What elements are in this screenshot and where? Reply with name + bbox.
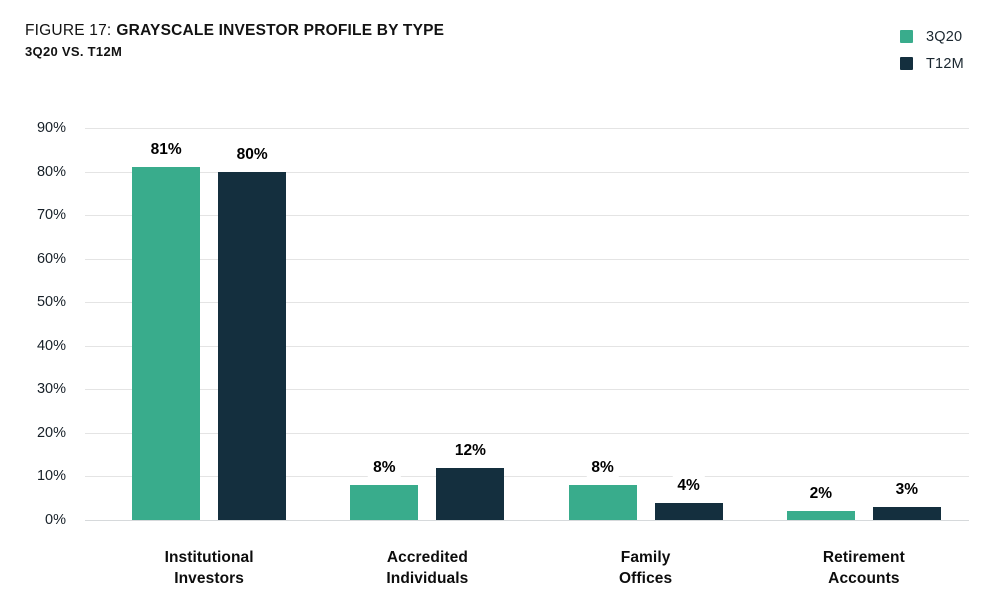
- bar-group-retirement-accounts: 2% 3%: [755, 128, 973, 520]
- category-label-institutional-investors: Institutional Investors: [164, 549, 254, 587]
- y-axis-label-60-: 60%: [36, 250, 66, 267]
- bar-value-label: 81%: [145, 139, 187, 162]
- bar-group-institutional-investors: 81% 80%: [100, 128, 318, 520]
- bar-fill-t12m: [218, 171, 287, 520]
- figure-subtitle: 3Q20 VS. T12M: [25, 44, 123, 59]
- bar-group-family-offices: 8% 4%: [537, 128, 755, 520]
- bar-fill-t12m: [872, 506, 941, 520]
- y-axis-label-20-: 20%: [36, 424, 66, 441]
- category-label-retirement-accounts: Retirement Accounts: [822, 549, 905, 587]
- bar-value-label: 4%: [672, 474, 705, 497]
- figure-title-text: GRAYSCALE INVESTOR PROFILE BY TYPE: [116, 22, 445, 39]
- y-axis-label-50-: 50%: [36, 294, 66, 311]
- bar-3q20-accredited-individuals: 8%: [350, 457, 419, 520]
- gridline-30-: [85, 389, 969, 391]
- y-axis-label-10-: 10%: [36, 468, 66, 485]
- gridline-60-: [85, 258, 969, 260]
- bar-t12m-family-offices: 4%: [654, 474, 723, 520]
- bar-fill-3q20: [568, 485, 637, 520]
- legend-label: 3Q20: [926, 28, 963, 45]
- bar-3q20-institutional-investors: 81%: [132, 139, 201, 520]
- bar-t12m-retirement-accounts: 3%: [872, 478, 941, 520]
- bar-fill-t12m: [436, 467, 505, 520]
- bar-value-label: 80%: [231, 143, 273, 166]
- y-axis-label-90-: 90%: [36, 120, 66, 136]
- bar-t12m-accredited-individuals: 12%: [436, 439, 505, 520]
- legend-item-3q20: 3Q20: [900, 28, 964, 45]
- bar-3q20-retirement-accounts: 2%: [786, 483, 855, 520]
- legend-swatch-t12m: [900, 57, 913, 70]
- figure-number-label: FIGURE 17:: [25, 22, 112, 39]
- bar-value-label: 8%: [586, 457, 619, 480]
- gridline-20-: [85, 432, 969, 434]
- bar-fill-3q20: [786, 511, 855, 520]
- figure-title: FIGURE 17: GRAYSCALE INVESTOR PROFILE BY …: [25, 22, 444, 40]
- gridline-0-: [85, 520, 969, 521]
- bar-fill-t12m: [654, 502, 723, 520]
- y-axis-label-0-: 0%: [45, 512, 66, 528]
- bar-3q20-family-offices: 8%: [568, 457, 637, 520]
- bar-t12m-institutional-investors: 80%: [218, 143, 287, 520]
- bar-value-label: 8%: [368, 457, 401, 480]
- gridline-50-: [85, 302, 969, 304]
- legend-item-t12m: T12M: [900, 55, 964, 72]
- bar-group-accredited-individuals: 8% 12%: [318, 128, 536, 520]
- y-axis-label-40-: 40%: [36, 337, 66, 354]
- y-axis-label-80-: 80%: [36, 163, 66, 180]
- gridline-40-: [85, 345, 969, 347]
- y-axis-label-70-: 70%: [36, 207, 66, 224]
- category-label-accredited-individuals: Accredited Individuals: [386, 549, 469, 587]
- bar-value-label: 3%: [890, 478, 924, 501]
- legend-label: T12M: [926, 55, 964, 72]
- gridline-10-: [85, 476, 969, 478]
- gridline-70-: [85, 215, 969, 217]
- gridline-80-: [85, 171, 969, 173]
- chart-legend: 3Q20 T12M: [900, 28, 964, 72]
- y-axis-label-30-: 30%: [36, 381, 66, 398]
- legend-swatch-3q20: [900, 30, 913, 43]
- bar-fill-3q20: [132, 167, 201, 520]
- gridline-90-: [85, 128, 969, 129]
- bar-value-label: 12%: [449, 439, 491, 462]
- category-label-family-offices: Family Offices: [619, 549, 673, 587]
- bar-value-label: 2%: [804, 483, 838, 506]
- bar-fill-3q20: [350, 485, 419, 520]
